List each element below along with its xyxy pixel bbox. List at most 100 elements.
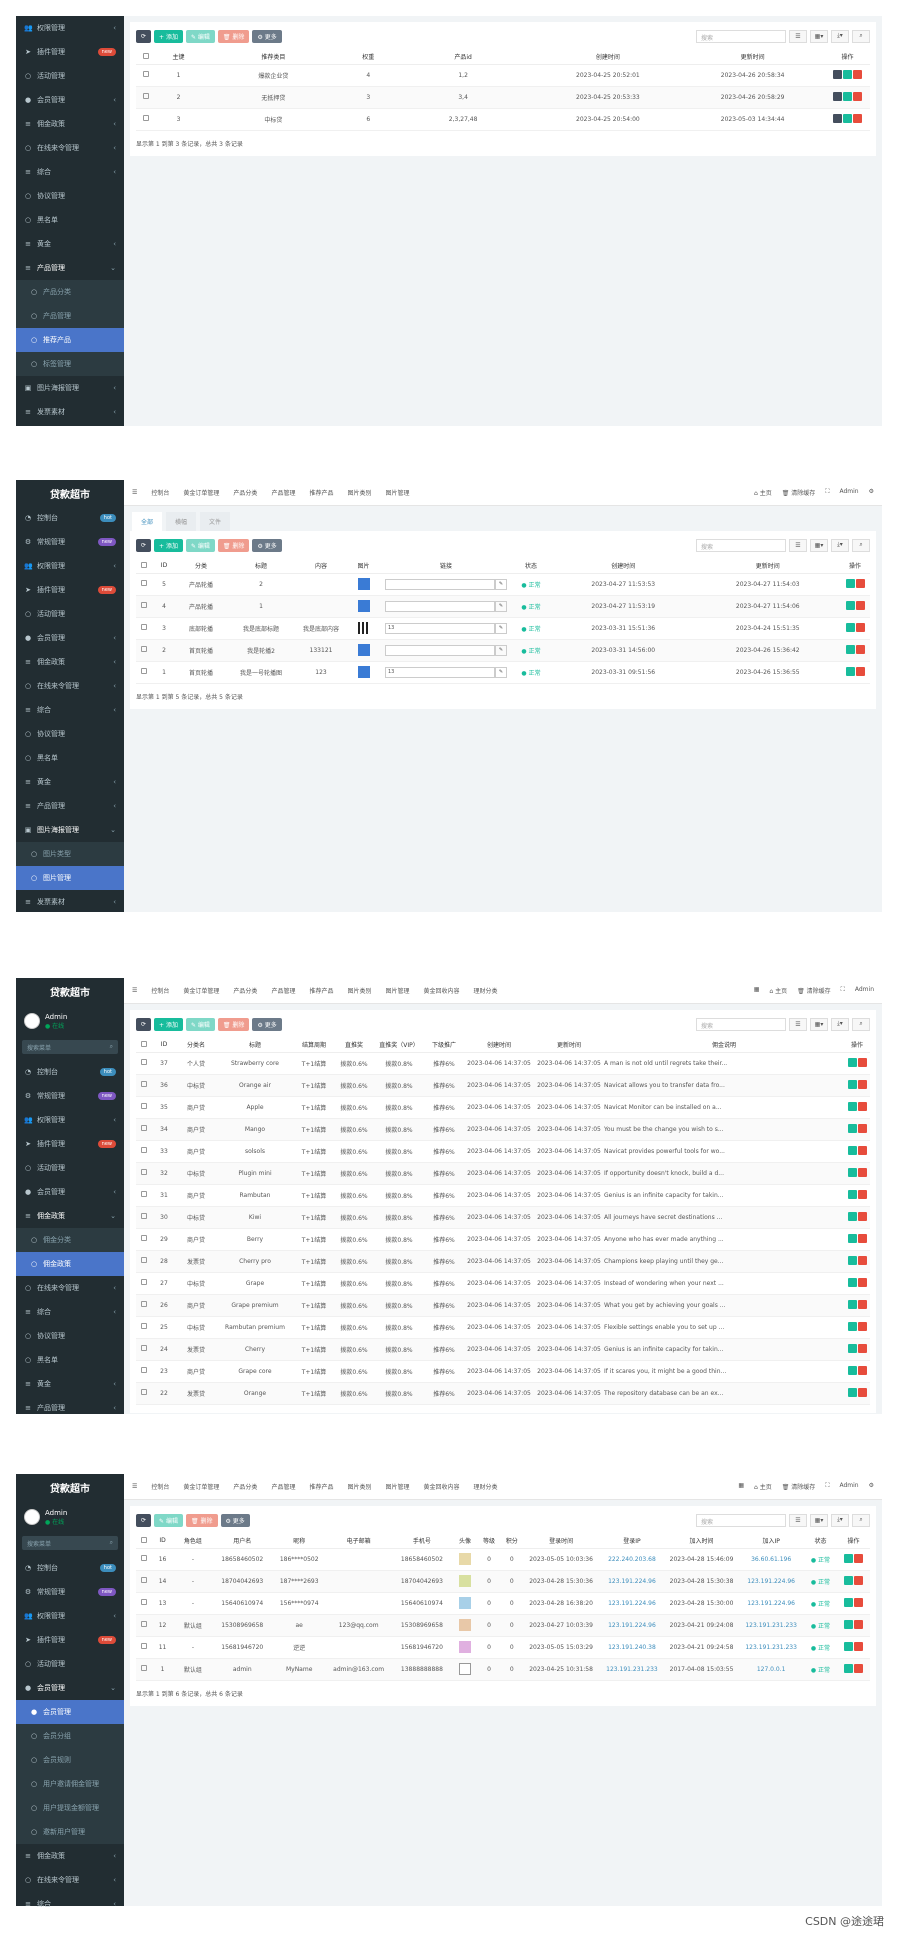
sidebar-item[interactable]: ● 会员管理 ‹ bbox=[16, 88, 124, 112]
delete-button[interactable]: 🗑 删除 bbox=[185, 1513, 218, 1527]
delete-icon[interactable] bbox=[857, 1057, 867, 1067]
top-nav-action[interactable]: Admin bbox=[839, 488, 859, 495]
edit-icon[interactable] bbox=[847, 1387, 857, 1397]
row-checkbox[interactable] bbox=[141, 1389, 147, 1395]
sidebar-item[interactable]: ≡ 黄金 ‹ bbox=[16, 770, 124, 794]
table-row[interactable]: 36 中标贷 Orange air T+1结算 拨款0.6% 拨款0.8% 推荐6% 2023… bbox=[136, 1074, 870, 1097]
column-header[interactable]: 结算周期 bbox=[294, 1038, 334, 1053]
search-icon[interactable]: ⌕ bbox=[852, 1017, 870, 1031]
delete-icon[interactable] bbox=[853, 1663, 863, 1673]
columns-icon[interactable]: ▦▾ bbox=[810, 538, 828, 552]
filter-tab[interactable]: 横幅 bbox=[166, 512, 197, 531]
edit-icon[interactable] bbox=[843, 91, 852, 101]
sidebar-item[interactable]: ○ 协议管理 bbox=[16, 722, 124, 746]
delete-icon[interactable] bbox=[857, 1101, 867, 1111]
column-header[interactable]: 用户名 bbox=[211, 1534, 273, 1549]
delete-icon[interactable] bbox=[853, 1575, 863, 1585]
row-checkbox[interactable] bbox=[141, 1301, 147, 1307]
column-header[interactable]: ID bbox=[152, 1038, 176, 1053]
export-icon[interactable]: ⤓▾ bbox=[831, 29, 849, 43]
search-icon[interactable]: ⌕ bbox=[109, 1043, 113, 1050]
link-input[interactable] bbox=[385, 578, 495, 590]
edit-icon[interactable] bbox=[847, 1079, 857, 1089]
column-header[interactable]: 下级推广 bbox=[424, 1038, 464, 1053]
column-header[interactable]: 等级 bbox=[477, 1534, 501, 1549]
edit-button[interactable]: ✎ 编辑 bbox=[185, 29, 215, 43]
add-button[interactable]: + 添加 bbox=[154, 538, 183, 552]
menu-toggle-icon[interactable]: ☰ bbox=[132, 489, 138, 496]
sidebar-item[interactable]: ○ 用户提现金额管理 bbox=[16, 1796, 124, 1820]
nav-tab[interactable]: 黄金订单管理 bbox=[183, 1484, 220, 1491]
sidebar-item[interactable]: ≡ 佣金政策 ‹ bbox=[16, 650, 124, 674]
sidebar-item[interactable]: ○ 黑名单 bbox=[16, 1348, 124, 1372]
edit-button[interactable]: ✎ 编辑 bbox=[185, 1017, 215, 1031]
top-nav-action[interactable]: ⛶ bbox=[825, 1482, 830, 1489]
table-row[interactable]: 13-15640610974 156****0974 15640610974 0 0 20… bbox=[136, 1592, 870, 1615]
column-header[interactable] bbox=[136, 50, 156, 65]
link-input[interactable]: 13 bbox=[385, 666, 495, 678]
delete-icon[interactable] bbox=[855, 622, 865, 632]
delete-icon[interactable] bbox=[853, 91, 862, 101]
sidebar-item[interactable]: ≡ 产品管理 ‹ bbox=[16, 794, 124, 818]
image-thumbnail[interactable] bbox=[357, 644, 370, 656]
table-row[interactable]: 14-18704042693 187****2693 18704042693 0 0 20… bbox=[136, 1570, 870, 1593]
row-checkbox[interactable] bbox=[141, 1059, 147, 1065]
column-header[interactable]: 链接 bbox=[381, 559, 511, 574]
table-row[interactable]: 28 发票贷 Cherry pro T+1结算 拨款0.6% 拨款0.8% 推荐6% 2023… bbox=[136, 1250, 870, 1273]
select-all-checkbox[interactable] bbox=[141, 1040, 147, 1047]
sidebar-item[interactable]: ◔ 控制台 hot bbox=[16, 506, 124, 530]
column-header[interactable]: 加入时间 bbox=[664, 1534, 739, 1549]
edit-button[interactable]: ✎ 编辑 bbox=[154, 1513, 183, 1527]
column-header[interactable]: 分类名 bbox=[176, 1038, 216, 1053]
column-header[interactable]: ID bbox=[152, 559, 176, 574]
search-icon[interactable]: ⌕ bbox=[852, 29, 870, 43]
table-row[interactable]: 24 发票贷 Cherry T+1结算 拨款0.6% 拨款0.8% 推荐6% 2023-04-… bbox=[136, 1338, 870, 1361]
delete-icon[interactable] bbox=[853, 113, 862, 123]
top-nav-action[interactable]: ⌂ 主页 bbox=[754, 490, 772, 497]
link-input[interactable] bbox=[385, 644, 495, 656]
row-checkbox[interactable] bbox=[140, 1577, 147, 1583]
nav-tab[interactable]: 黄金回收内容 bbox=[423, 1484, 460, 1491]
sidebar-item[interactable]: ➤ 插件管理 new bbox=[16, 1628, 124, 1652]
filter-tab[interactable]: 文件 bbox=[200, 512, 231, 531]
sidebar-item[interactable]: ○ 活动管理 bbox=[16, 1156, 124, 1180]
sidebar-item[interactable]: ● 会员管理 ⌄ bbox=[16, 1676, 124, 1700]
sidebar-item[interactable]: ≡ 综合 ‹ bbox=[16, 698, 124, 722]
edit-icon[interactable] bbox=[843, 1597, 853, 1607]
column-header[interactable]: 操作 bbox=[840, 559, 870, 574]
edit-icon[interactable] bbox=[847, 1057, 857, 1067]
nav-tab[interactable]: 黄金订单管理 bbox=[183, 988, 220, 995]
column-header[interactable]: 登录时间 bbox=[523, 1534, 600, 1549]
row-checkbox[interactable] bbox=[140, 1643, 147, 1649]
sidebar-item[interactable]: ≡ 产品管理 ‹ bbox=[16, 1396, 124, 1420]
sidebar-item[interactable]: ≡ 产品管理 ⌄ bbox=[16, 256, 124, 280]
sidebar-item[interactable]: ○ 在线来令管理 ‹ bbox=[16, 674, 124, 698]
table-row[interactable]: 2 首页轮播 我是轮播2 133121 ✎ ● 正常 2023-03-31 14:56:00… bbox=[136, 639, 870, 662]
row-checkbox[interactable] bbox=[141, 1213, 147, 1219]
edit-icon[interactable] bbox=[847, 1101, 857, 1111]
column-header[interactable]: 主键 bbox=[156, 50, 201, 65]
edit-icon[interactable] bbox=[847, 1299, 857, 1309]
columns-icon[interactable]: ▦▾ bbox=[810, 29, 828, 43]
row-checkbox[interactable] bbox=[140, 1621, 147, 1627]
search-icon[interactable]: ⌕ bbox=[109, 1539, 113, 1546]
sidebar-item[interactable]: ≡ 黄金 ‹ bbox=[16, 232, 124, 256]
sidebar-item[interactable]: ○ 标签管理 bbox=[16, 352, 124, 376]
nav-tab[interactable]: 黄金订单管理 bbox=[183, 490, 220, 497]
nav-tab[interactable]: 产品分类 bbox=[233, 1484, 258, 1491]
edit-icon[interactable] bbox=[847, 1343, 857, 1353]
columns-icon[interactable]: ▦▾ bbox=[810, 1513, 828, 1527]
table-row[interactable]: 37 个人贷 Strawberry core T+1结算 拨款0.6% 拨款0.8% 推荐6… bbox=[136, 1052, 870, 1075]
sidebar-item[interactable]: 👥 权限管理 ‹ bbox=[16, 554, 124, 578]
sidebar-item[interactable]: ➤ 插件管理 new bbox=[16, 578, 124, 602]
nav-tab[interactable]: 理财分类 bbox=[473, 988, 498, 995]
delete-icon[interactable] bbox=[857, 1365, 867, 1375]
top-nav-action[interactable]: Admin bbox=[839, 1482, 859, 1489]
search-input[interactable]: 搜索 bbox=[696, 1017, 786, 1031]
view-toggle-icon[interactable]: ☰ bbox=[789, 29, 807, 43]
sidebar-item[interactable]: ➤ 插件管理 new bbox=[16, 40, 124, 64]
delete-icon[interactable] bbox=[857, 1167, 867, 1177]
refresh-button[interactable]: ⟳ bbox=[136, 1017, 152, 1031]
delete-icon[interactable] bbox=[857, 1079, 867, 1089]
delete-icon[interactable] bbox=[853, 1597, 863, 1607]
